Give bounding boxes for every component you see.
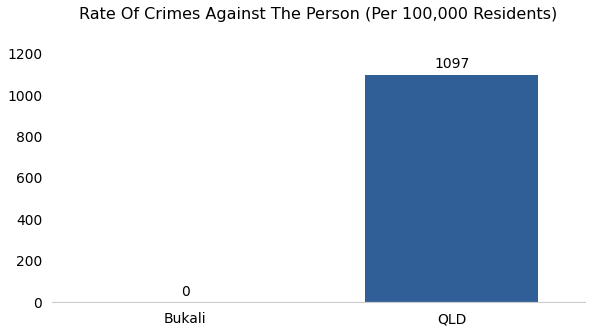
Title: Rate Of Crimes Against The Person (Per 100,000 Residents): Rate Of Crimes Against The Person (Per 1…	[79, 7, 558, 22]
Text: 0: 0	[181, 285, 189, 299]
Bar	[365, 75, 538, 302]
Text: 1097: 1097	[434, 57, 469, 71]
